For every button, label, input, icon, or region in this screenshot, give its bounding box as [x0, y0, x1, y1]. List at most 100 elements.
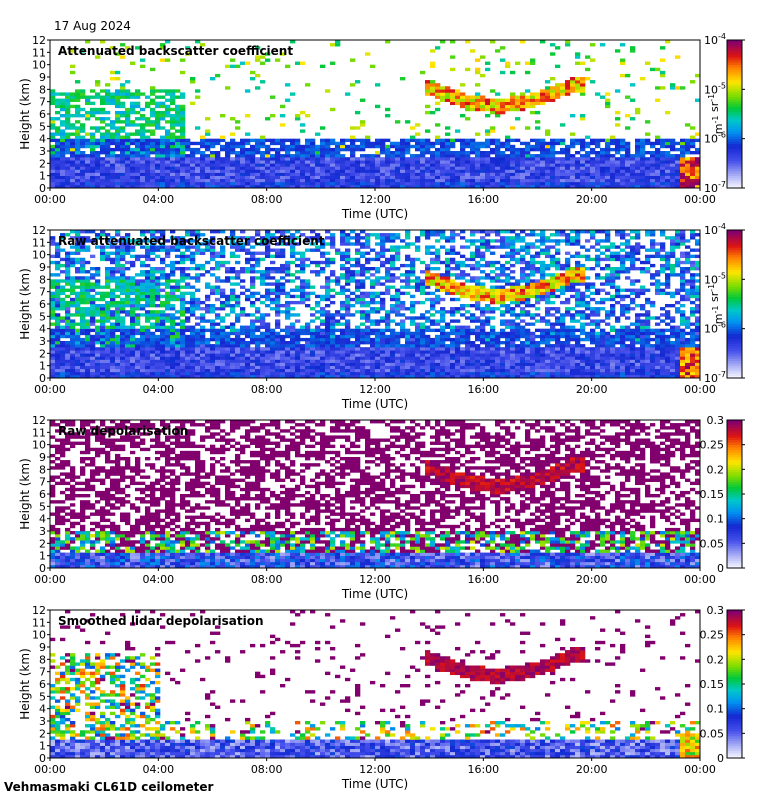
heatmap-cell	[385, 182, 390, 185]
heatmap-cell	[200, 179, 205, 182]
heatmap-cell	[345, 252, 350, 255]
heatmap-cell	[435, 86, 440, 89]
heatmap-cell	[530, 92, 535, 95]
heatmap-cell	[255, 145, 260, 148]
heatmap-cell	[325, 372, 330, 375]
heatmap-cell	[410, 173, 415, 176]
heatmap-cell	[685, 179, 690, 182]
heatmap-cell	[625, 151, 630, 154]
heatmap-cell	[460, 96, 465, 99]
heatmap-cell	[250, 166, 255, 169]
heatmap-cell	[135, 182, 140, 185]
heatmap-cell	[220, 307, 225, 310]
heatmap-cell	[340, 313, 345, 316]
heatmap-cell	[650, 176, 655, 179]
heatmap-cell	[100, 347, 105, 350]
heatmap-cell	[450, 99, 455, 102]
heatmap-cell	[80, 372, 85, 375]
heatmap-cell	[90, 366, 95, 369]
heatmap-cell	[110, 148, 115, 151]
heatmap-cell	[210, 249, 215, 252]
heatmap-cell	[235, 360, 240, 363]
heatmap-cell	[110, 102, 115, 105]
heatmap-cell	[305, 326, 310, 329]
heatmap-cell	[310, 350, 315, 353]
heatmap-cell	[125, 139, 130, 142]
heatmap-cell	[115, 179, 120, 182]
heatmap-cell	[485, 129, 490, 132]
heatmap-cell	[440, 89, 445, 92]
heatmap-cell	[50, 96, 55, 99]
heatmap-cell	[400, 157, 405, 160]
colorbar-swatch	[727, 55, 742, 58]
heatmap-cell	[295, 360, 300, 363]
heatmap-cell	[95, 151, 100, 154]
heatmap-cell	[245, 252, 250, 255]
heatmap-cell	[235, 151, 240, 154]
heatmap-cell	[550, 151, 555, 154]
heatmap-cell	[640, 157, 645, 160]
heatmap-cell	[255, 74, 260, 77]
heatmap-cell	[460, 99, 465, 102]
y-axis-label: Height (km)	[18, 78, 32, 149]
heatmap-cell	[90, 230, 95, 233]
heatmap-cell	[300, 301, 305, 304]
heatmap-cell	[565, 145, 570, 148]
colorbar: 10-710-610-510-4m-1 sr-1	[704, 32, 745, 195]
heatmap-cell	[585, 166, 590, 169]
heatmap-cell	[600, 166, 605, 169]
heatmap-cell	[450, 139, 455, 142]
heatmap-cell	[360, 323, 365, 326]
heatmap-cell	[180, 335, 185, 338]
heatmap-cell	[70, 341, 75, 344]
heatmap-cell	[475, 108, 480, 111]
heatmap-cell	[150, 344, 155, 347]
heatmap-cell	[200, 338, 205, 341]
heatmap-cell	[100, 372, 105, 375]
heatmap-cell	[685, 148, 690, 151]
heatmap-cell	[240, 62, 245, 65]
heatmap-cell	[60, 142, 65, 145]
heatmap-cell	[540, 179, 545, 182]
heatmap-cell	[595, 182, 600, 185]
heatmap-cell	[220, 292, 225, 295]
heatmap-cell	[275, 363, 280, 366]
colorbar-swatch	[727, 171, 742, 174]
heatmap-cell	[145, 163, 150, 166]
heatmap-cell	[395, 182, 400, 185]
heatmap-cell	[310, 347, 315, 350]
heatmap-cell	[375, 170, 380, 173]
heatmap-cell	[220, 304, 225, 307]
heatmap-cell	[235, 372, 240, 375]
heatmap-cell	[195, 369, 200, 372]
heatmap-cell	[135, 316, 140, 319]
heatmap-cell	[580, 170, 585, 173]
heatmap-cell	[560, 123, 565, 126]
heatmap-cell	[405, 151, 410, 154]
heatmap-cell	[185, 316, 190, 319]
heatmap-cell	[50, 369, 55, 372]
heatmap-cell	[210, 163, 215, 166]
heatmap-cell	[350, 160, 355, 163]
heatmap-cell	[450, 145, 455, 148]
heatmap-cell	[100, 353, 105, 356]
heatmap-cell	[80, 316, 85, 319]
heatmap-cell	[265, 356, 270, 359]
heatmap-cell	[80, 347, 85, 350]
heatmap-cell	[305, 142, 310, 145]
heatmap-cell	[155, 96, 160, 99]
heatmap-cell	[95, 363, 100, 366]
heatmap-cell	[240, 286, 245, 289]
heatmap-cell	[75, 323, 80, 326]
heatmap-cell	[555, 83, 560, 86]
heatmap-cell	[75, 126, 80, 129]
heatmap-cell	[295, 154, 300, 157]
heatmap-cell	[60, 148, 65, 151]
heatmap-cell	[670, 170, 675, 173]
heatmap-cell	[640, 170, 645, 173]
heatmap-cell	[95, 366, 100, 369]
heatmap-cell	[350, 313, 355, 316]
heatmap-cell	[280, 255, 285, 258]
heatmap-cell	[185, 160, 190, 163]
heatmap-cell	[330, 369, 335, 372]
